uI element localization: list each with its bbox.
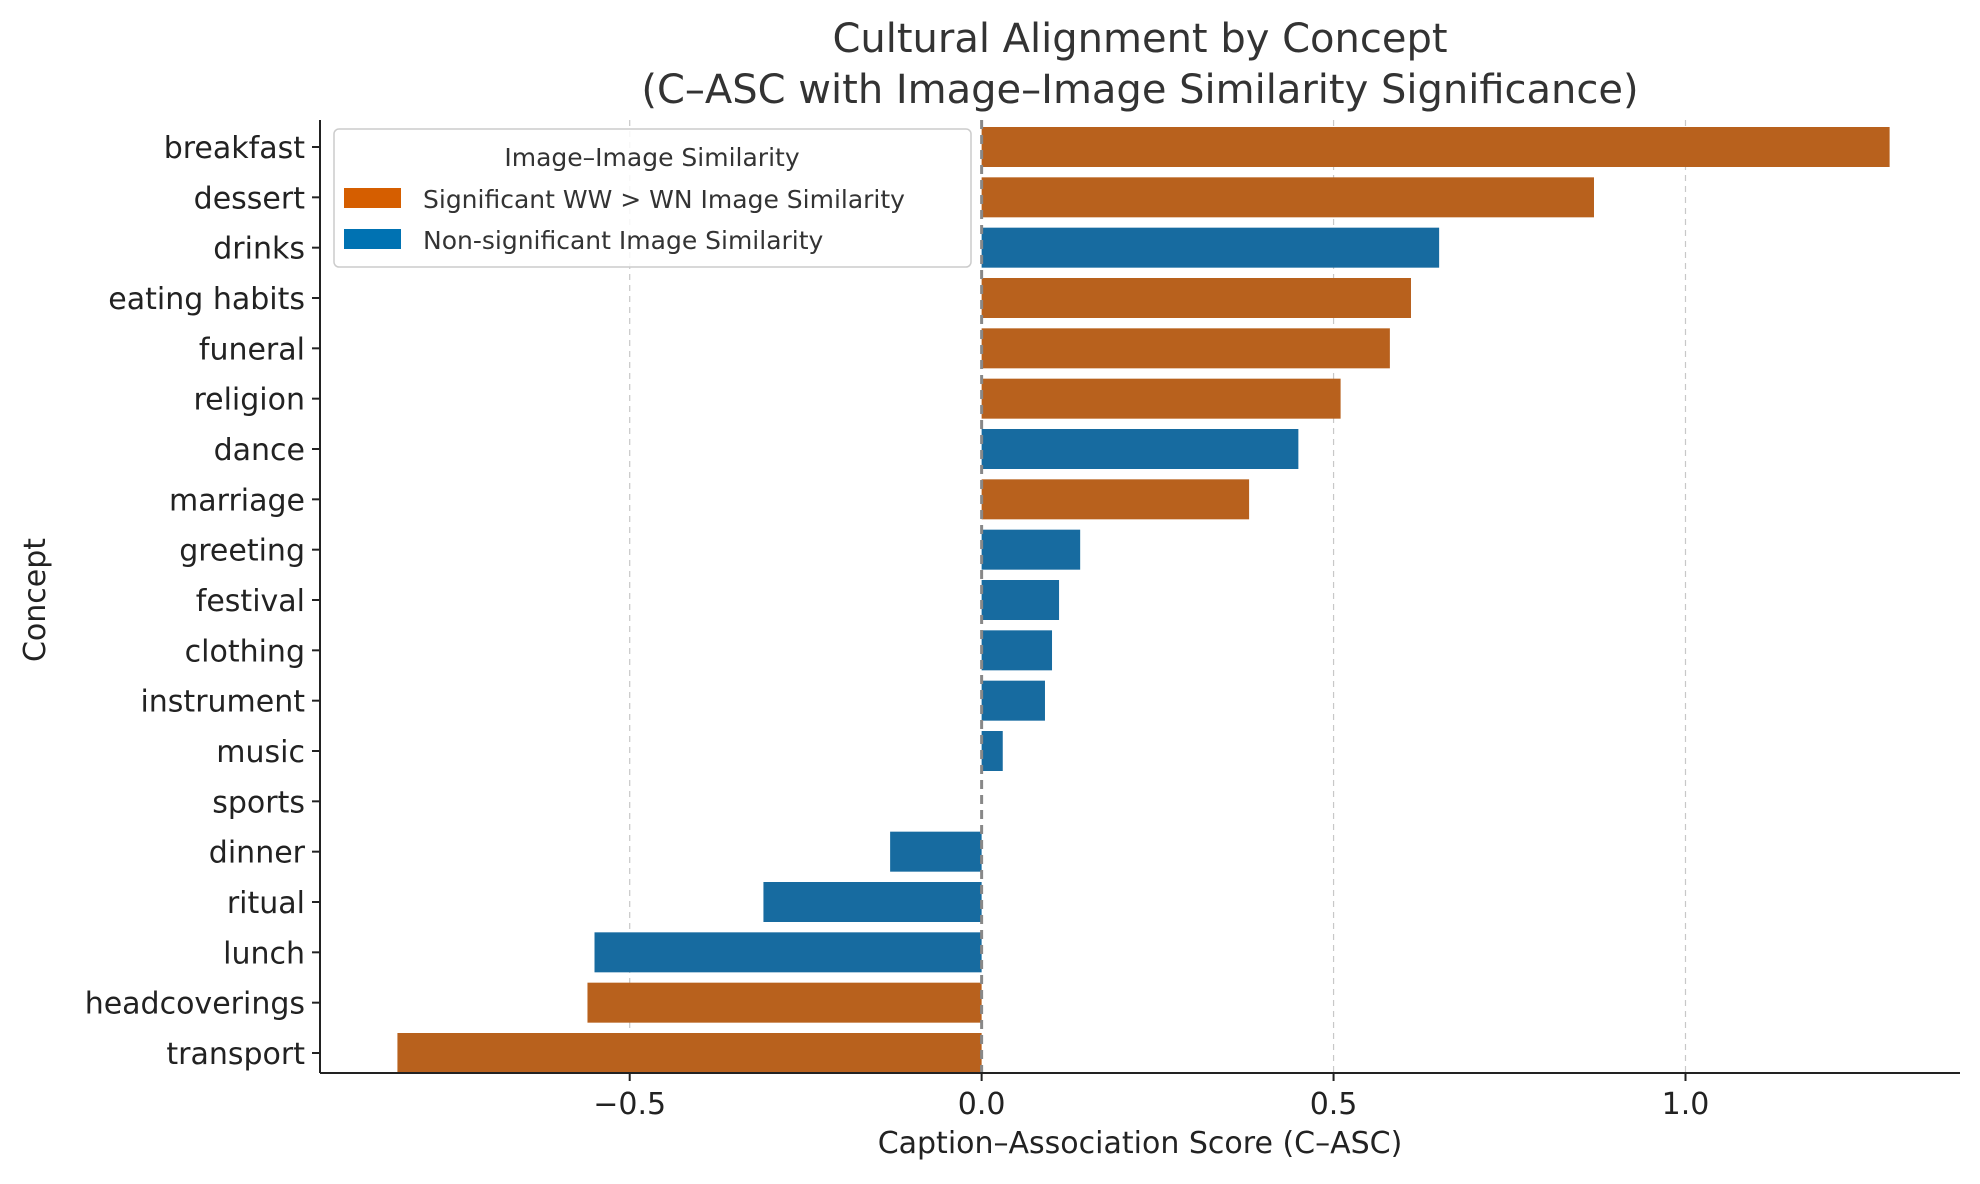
y-tick-label: marriage — [169, 483, 305, 518]
legend-box — [333, 128, 972, 268]
legend-label-significant: Significant WW > WN Image Similarity — [423, 185, 905, 214]
y-tick-label: festival — [196, 584, 305, 619]
y-tick-label: sports — [212, 785, 305, 820]
ticks-layer: breakfast dessert drinks eating habits funer… — [85, 131, 1710, 1122]
bar-instrument — [981, 680, 1045, 721]
bar-festival — [981, 580, 1060, 620]
bar-greeting — [981, 529, 1081, 570]
bar-dinner — [890, 831, 982, 872]
y-axis-label: Concept — [18, 538, 53, 662]
x-tick-label: 0.5 — [1310, 1087, 1358, 1122]
bar-music — [981, 731, 1003, 771]
y-tick-label: dessert — [194, 181, 306, 216]
bar-ritual — [763, 882, 982, 922]
bar-religion — [981, 378, 1341, 419]
y-tick-label: ritual — [227, 886, 305, 921]
legend: Image–Image Similarity Significant WW > … — [333, 128, 972, 268]
bar-eating-habits — [981, 278, 1411, 318]
y-tick-label: greeting — [179, 534, 305, 569]
y-tick-label: lunch — [223, 936, 305, 971]
legend-title: Image–Image Similarity — [504, 143, 799, 172]
y-tick-label: breakfast — [164, 131, 306, 166]
y-tick-label: clothing — [185, 634, 305, 669]
bar-lunch — [594, 932, 982, 973]
y-tick-label: headcoverings — [85, 987, 305, 1022]
chart-title-line-2: (C–ASC with Image–Image Similarity Signi… — [641, 67, 1638, 113]
y-tick-label: drinks — [213, 232, 305, 267]
bar-drinks — [981, 227, 1440, 268]
bar-breakfast — [981, 127, 1890, 167]
x-axis-label: Caption–Association Score (C–ASC) — [878, 1126, 1403, 1161]
chart-title-line-1: Cultural Alignment by Concept — [832, 16, 1447, 62]
bar-transport — [397, 1033, 982, 1073]
x-tick-label: 1.0 — [1662, 1087, 1710, 1122]
x-tick-label: −0.5 — [593, 1087, 666, 1122]
bar-headcoverings — [587, 982, 982, 1023]
bars-layer — [397, 127, 1890, 1073]
bar-clothing — [981, 630, 1053, 671]
bar-funeral — [981, 328, 1390, 369]
y-tick-label: funeral — [199, 332, 305, 367]
axes-layer — [319, 120, 1960, 1074]
legend-label-nonsignificant: Non-significant Image Similarity — [423, 226, 824, 255]
y-tick-label: dinner — [209, 836, 306, 871]
bar-dessert — [981, 177, 1594, 218]
bar-marriage — [981, 479, 1250, 520]
y-tick-label: dance — [214, 433, 305, 468]
y-tick-label: music — [216, 735, 305, 770]
legend-swatch-nonsignificant — [344, 229, 401, 249]
bar-dance — [981, 429, 1299, 469]
y-tick-label: instrument — [140, 685, 305, 720]
x-tick-label: 0.0 — [958, 1087, 1006, 1122]
y-tick-label: eating habits — [108, 282, 305, 317]
y-tick-label: religion — [193, 383, 305, 418]
y-tick-label: transport — [166, 1037, 305, 1072]
legend-swatch-significant — [344, 188, 401, 208]
